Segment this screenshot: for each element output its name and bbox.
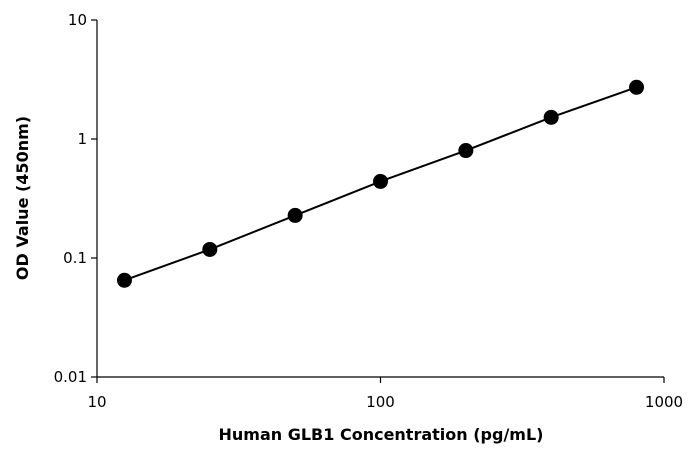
y-tick-label: 1 (77, 130, 87, 148)
y-tick-label: 10 (68, 11, 87, 29)
y-tick-label: 0.1 (63, 249, 87, 267)
x-tick-label: 1000 (645, 393, 683, 411)
y-axis-title: OD Value (450nm) (13, 116, 32, 280)
series-layer (116, 79, 645, 288)
x-axis-ticks: 10 100 1000 (87, 377, 683, 411)
data-point (116, 272, 132, 288)
data-point (629, 79, 645, 95)
data-point (373, 173, 388, 189)
x-axis-title: Human GLB1 Concentration (pg/mL) (219, 425, 544, 444)
data-point (287, 207, 303, 223)
axes (96, 20, 664, 378)
data-point (458, 143, 474, 159)
x-tick-label: 10 (87, 393, 106, 411)
data-point (202, 241, 218, 257)
data-point (543, 109, 559, 125)
x-tick-label: 100 (366, 393, 395, 411)
y-axis-ticks: 0.01 0.1 1 10 (54, 11, 97, 386)
y-tick-label: 0.01 (54, 368, 87, 386)
